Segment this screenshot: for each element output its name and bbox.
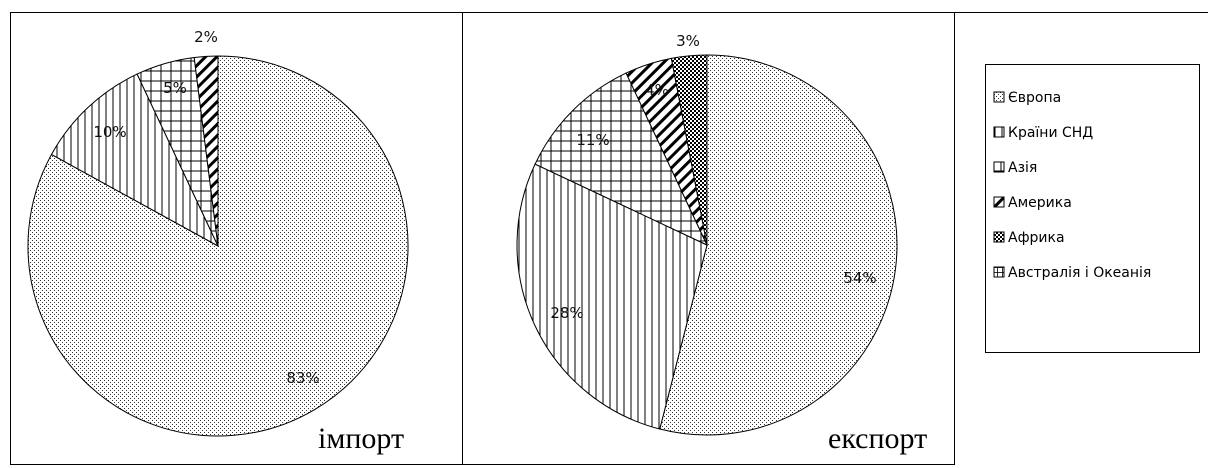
legend-swatch-0 [993, 91, 1005, 103]
pie-export-slice-2 [534, 72, 709, 247]
legend-swatch-4 [993, 231, 1005, 243]
legend-label-4: Африка [1008, 230, 1065, 246]
legend-label-5: Австралія і Океанія [1008, 265, 1151, 281]
legend-label-1: Країни СНД [1008, 125, 1093, 141]
pie-export: 54% 28% 11% 4% 3% [516, 32, 898, 436]
pie-import-data-label-0: 83% [286, 369, 319, 387]
legend-items: Європа Країни СНД Азія Америка Африка Австрал… [993, 90, 1151, 281]
legend-label-0: Європа [1008, 90, 1061, 106]
pie-import-data-label-1: 10% [93, 123, 126, 141]
legend-swatch-3 [993, 196, 1005, 208]
pie-import-data-label-3: 2% [194, 28, 218, 46]
legend-box [985, 64, 1200, 353]
pie-export-slice-4 [670, 54, 708, 246]
pie-import-slice-1 [50, 73, 220, 248]
pie-export-data-label-0: 54% [843, 269, 876, 287]
export-caption: експорт [828, 422, 927, 455]
legend-label-2: Азія [1008, 160, 1037, 176]
pie-export-data-label-2: 11% [576, 131, 609, 149]
pie-export-data-label-4: 3% [676, 32, 700, 50]
pie-import: 83% 10% 5% 2% [27, 28, 409, 437]
pie-export-slice-1 [516, 163, 708, 430]
legend-swatch-1 [993, 126, 1005, 138]
legend-swatch-5 [993, 266, 1005, 278]
pie-export-data-label-1: 28% [550, 304, 583, 322]
pie-import-data-label-2: 5% [163, 79, 187, 97]
import-caption: імпорт [318, 422, 404, 455]
legend-swatch-2 [993, 161, 1005, 173]
pie-import-slice-3 [193, 55, 219, 247]
pie-export-data-label-3: 4% [645, 81, 669, 99]
legend-label-3: Америка [1008, 195, 1072, 211]
legend: Європа Країни СНД Азія Америка Африка Австрал… [985, 64, 1200, 353]
pie-export-slice-0 [659, 54, 898, 436]
